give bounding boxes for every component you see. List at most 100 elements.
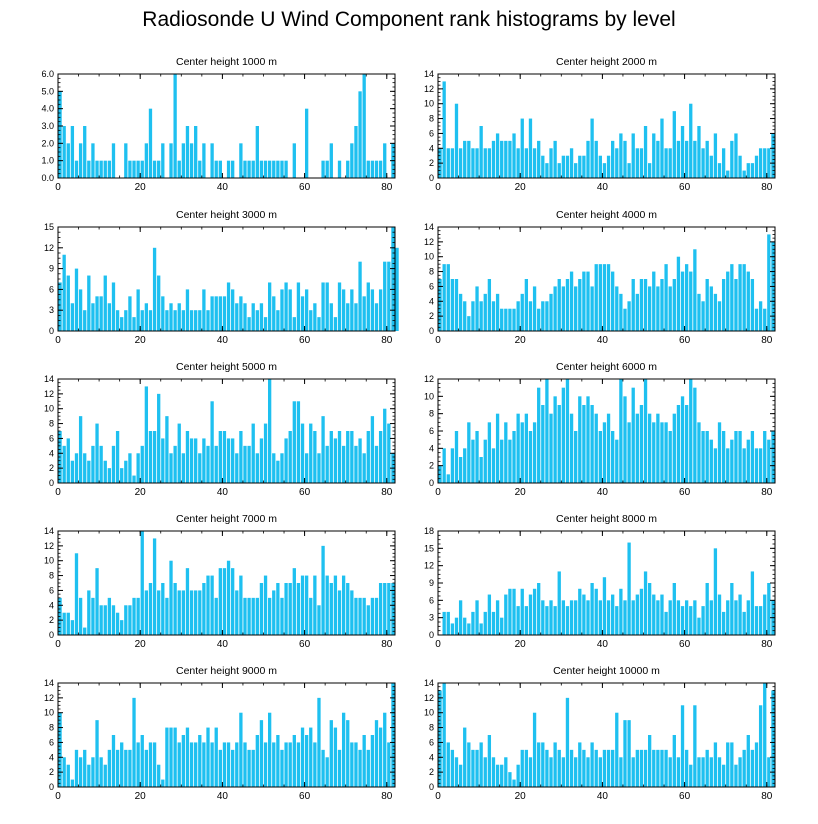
histogram-bar: [288, 431, 292, 483]
histogram-bar: [276, 460, 280, 483]
histogram-bar: [582, 594, 586, 635]
histogram-bar: [198, 590, 202, 635]
histogram-bar: [259, 303, 264, 331]
histogram-bar: [111, 445, 116, 483]
histogram-bar: [537, 308, 541, 331]
histogram-bar: [378, 727, 383, 787]
histogram-bar: [697, 617, 701, 635]
y-tick-label: 2: [429, 461, 434, 471]
histogram-bar: [750, 571, 755, 635]
x-tick-label: 40: [597, 639, 609, 650]
histogram-bar: [446, 742, 450, 787]
histogram-bar: [148, 742, 153, 787]
histogram-bar: [272, 590, 276, 635]
x-tick-label: 80: [761, 335, 773, 346]
histogram-bar: [202, 742, 206, 787]
histogram-bar: [541, 742, 545, 787]
histogram-bar: [705, 431, 709, 483]
histogram-bar: [635, 413, 639, 483]
y-tick-label: 9: [429, 578, 434, 588]
histogram-bar: [754, 308, 759, 331]
y-tick-label: 6: [49, 737, 54, 747]
histogram-bar: [333, 727, 338, 787]
histogram-bar: [292, 143, 296, 178]
histogram-bar: [62, 612, 66, 635]
histogram-bar: [705, 749, 709, 787]
panel-10: Center height 10000 m 0 2 4 6 8 10 12 14 0 20 40 60 8…: [424, 665, 776, 802]
histogram-bar: [763, 431, 767, 483]
histogram-bar: [346, 583, 350, 635]
histogram-bar: [177, 423, 181, 483]
histogram-bar: [366, 282, 370, 331]
histogram-bar: [247, 317, 251, 331]
histogram-bar: [267, 379, 272, 483]
histogram-bar: [713, 548, 718, 635]
histogram-bar: [231, 749, 235, 787]
histogram-bar: [161, 296, 165, 331]
histogram-bar: [317, 317, 321, 331]
histogram-bar: [214, 445, 218, 483]
histogram-bar: [62, 126, 66, 178]
histogram-bar: [450, 749, 455, 787]
y-tick-label: 2: [429, 311, 434, 321]
histogram-bar: [545, 379, 549, 483]
histogram-bar: [676, 600, 681, 635]
histogram-bar: [120, 468, 124, 483]
histogram-bar: [239, 575, 243, 635]
histogram-bar: [378, 160, 383, 178]
histogram-bar: [177, 160, 181, 178]
histogram-bar: [235, 590, 239, 635]
x-tick-label: 40: [597, 791, 609, 802]
x-tick-label: 60: [679, 487, 691, 498]
histogram-bar: [383, 583, 387, 635]
histogram-bar: [321, 749, 325, 787]
histogram-bar: [341, 712, 346, 787]
x-tick-label: 20: [135, 791, 147, 802]
histogram-bar: [467, 623, 471, 635]
histogram-bar: [83, 627, 87, 635]
histogram-bar: [598, 264, 602, 331]
histogram-bar: [66, 275, 70, 331]
histogram-bar: [120, 620, 124, 635]
histogram-bar: [623, 396, 627, 483]
histogram-bar: [132, 475, 136, 483]
histogram-bar: [643, 749, 648, 787]
histogram-bar: [631, 387, 635, 483]
histogram-bar: [128, 453, 132, 483]
histogram-bar: [652, 594, 656, 635]
histogram-bar: [545, 163, 549, 178]
histogram-bar: [668, 148, 672, 178]
y-tick-label: 4.0: [41, 104, 54, 114]
histogram-bar: [516, 413, 520, 483]
histogram-bar: [337, 749, 342, 787]
histogram-bar: [66, 143, 70, 178]
histogram-bar: [288, 742, 292, 787]
panel-title: Center height 1000 m: [176, 56, 277, 68]
histogram-bar: [611, 140, 615, 178]
histogram-bar: [202, 289, 206, 331]
histogram-bar: [565, 697, 570, 787]
y-tick-label: 14: [424, 678, 434, 688]
histogram-bar: [304, 735, 309, 787]
histogram-bar: [350, 742, 354, 787]
histogram-bar: [754, 606, 759, 635]
histogram-bar: [177, 742, 181, 787]
histogram-bar: [627, 542, 631, 635]
histogram-bar: [701, 431, 705, 483]
histogram-bar: [255, 735, 259, 787]
histogram-bar: [144, 590, 149, 635]
histogram-bar: [329, 583, 333, 635]
histogram-bar: [442, 683, 446, 787]
histogram-bar: [95, 720, 99, 787]
histogram-bar: [202, 583, 206, 635]
histogram-bar: [194, 126, 198, 178]
histogram-bar: [619, 133, 623, 178]
y-tick-label: 3.0: [41, 121, 54, 131]
histogram-bar: [280, 597, 284, 635]
histogram-bar: [709, 286, 713, 331]
histogram-bar: [623, 600, 627, 635]
histogram-bar: [383, 261, 387, 331]
histogram-bar: [463, 448, 467, 483]
y-tick-label: 4: [429, 752, 434, 762]
histogram-bar: [520, 422, 524, 483]
